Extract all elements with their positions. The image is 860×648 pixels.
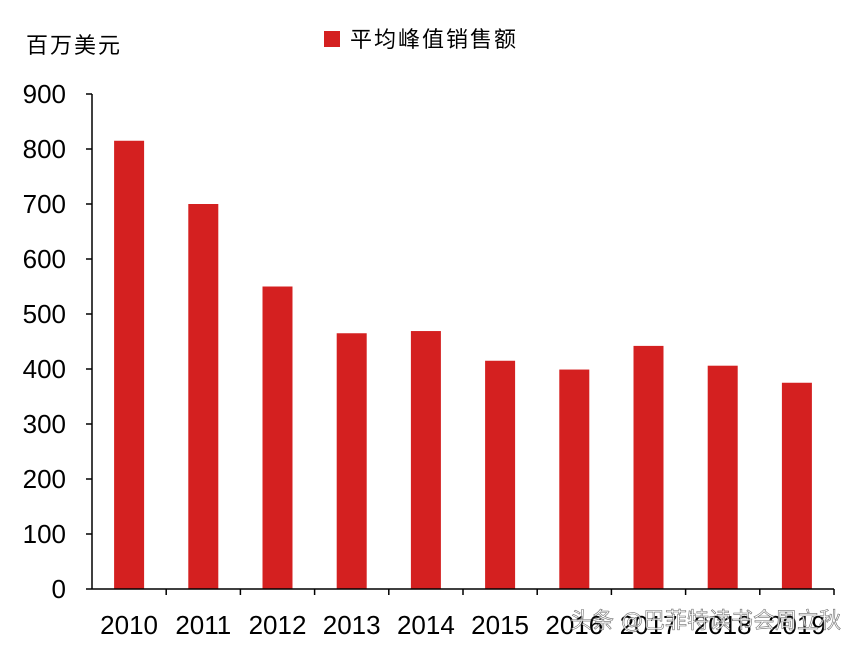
y-tick-label: 400	[23, 354, 66, 384]
y-tick-label: 600	[23, 244, 66, 274]
bar-2016	[559, 369, 590, 589]
x-tick-label-2013: 2013	[323, 610, 381, 640]
bar-2014	[410, 331, 441, 589]
x-tick-label-2019: 2019	[768, 610, 826, 640]
y-tick-label: 0	[52, 574, 66, 604]
bar-2019	[781, 382, 812, 589]
x-tick-label-2012: 2012	[249, 610, 307, 640]
watermark: 头条 @巴菲特读书会周立秋	[570, 609, 841, 634]
bars-group	[114, 140, 812, 589]
bar-2010	[114, 140, 145, 589]
x-axis-ticks: 2010 2011 2012 2013 2014 2015 2016 2017 2018 2019	[100, 589, 835, 640]
y-unit-label: 百万美元	[26, 34, 122, 59]
y-tick-label: 800	[23, 134, 66, 164]
y-tick-label: 300	[23, 409, 66, 439]
y-tick-label: 500	[23, 299, 66, 329]
x-tick-label-2010: 2010	[100, 610, 158, 640]
y-tick-label: 900	[23, 79, 66, 109]
x-tick-label-2015: 2015	[471, 610, 529, 640]
x-tick-label-2017: 2017	[620, 610, 678, 640]
legend-swatch	[324, 31, 340, 47]
y-tick-label: 700	[23, 189, 66, 219]
x-tick-label-2014: 2014	[397, 610, 455, 640]
bar-2012	[262, 286, 293, 589]
y-tick-label: 100	[23, 519, 66, 549]
legend-label: 平均峰值销售额	[350, 28, 518, 53]
bar-2011	[188, 204, 219, 589]
x-tick-label-2018: 2018	[694, 610, 752, 640]
bar-2018	[707, 365, 738, 589]
x-tick-label-2016: 2016	[545, 610, 603, 640]
bar-2013	[336, 333, 367, 589]
y-tick-label: 200	[23, 464, 66, 494]
x-tick-label-2011: 2011	[175, 610, 231, 640]
legend: 平均峰值销售额	[324, 28, 518, 53]
bar-2015	[485, 360, 516, 589]
bar-2017	[633, 345, 664, 589]
y-axis-ticks: 0 100 200 300 400 500 600 700 800 900	[23, 79, 92, 604]
